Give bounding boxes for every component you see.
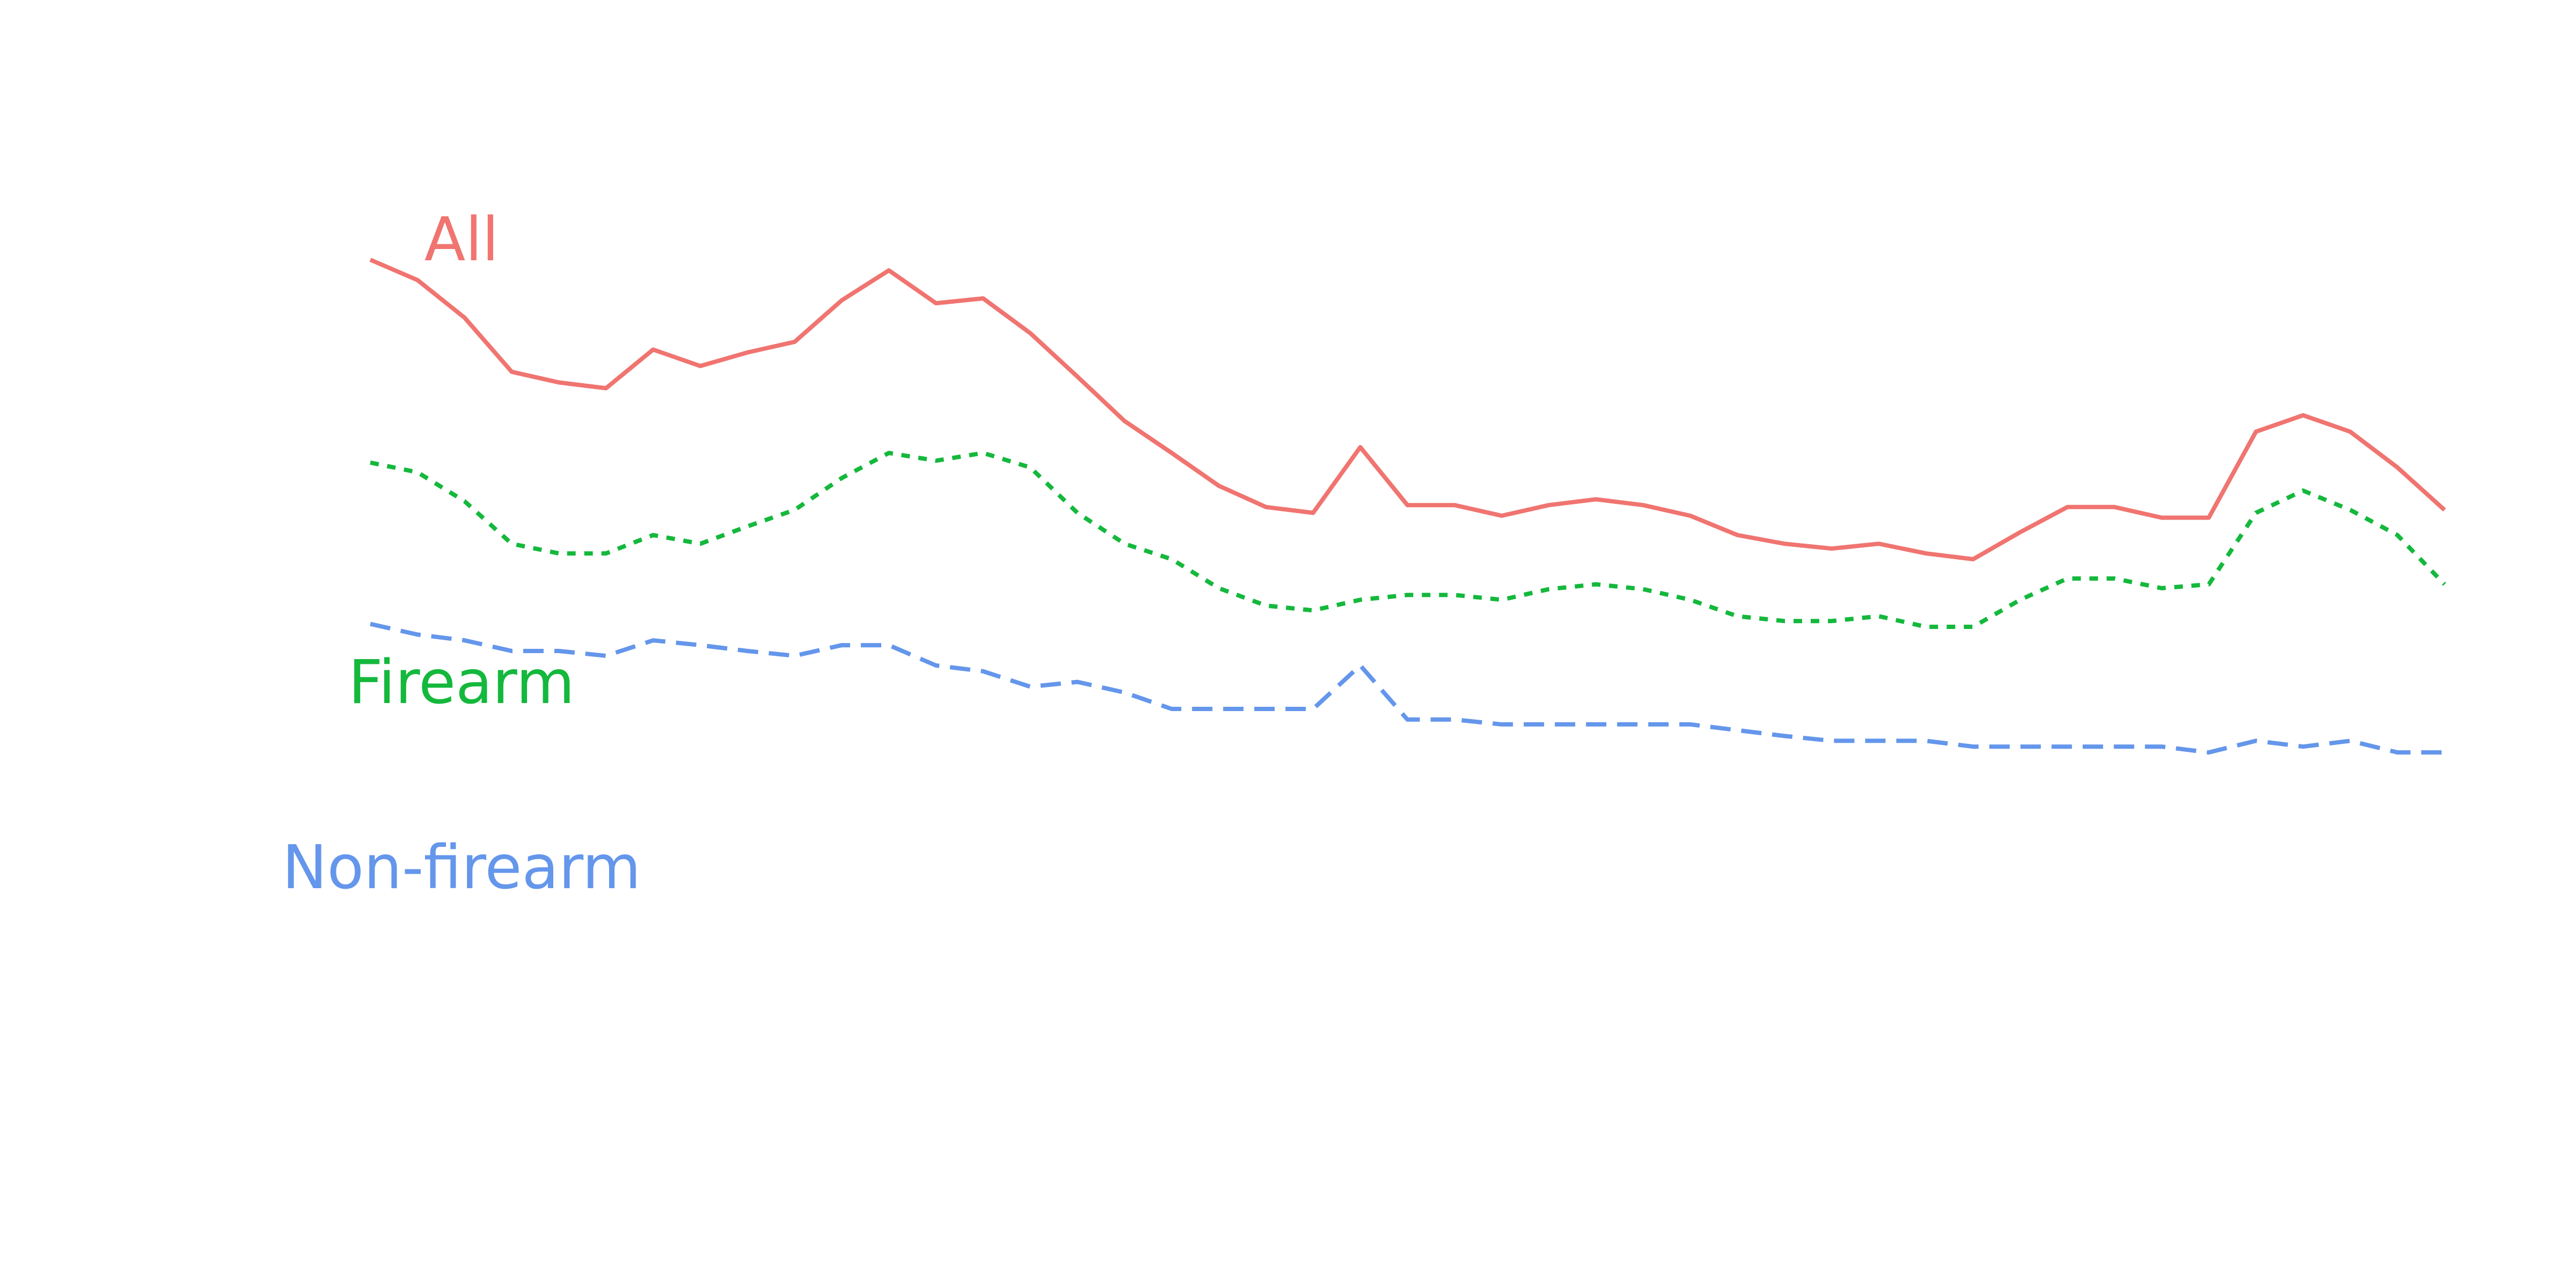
- series-line-firearm: [370, 451, 2446, 629]
- plot-area: [369, 258, 2446, 755]
- series-label-all: All: [425, 205, 499, 275]
- series-line-non-firearm: [370, 621, 2445, 755]
- series-label-non-firearm: Non-firearm: [282, 833, 641, 903]
- series-label-firearm: Firearm: [348, 648, 575, 718]
- series-line-all: [369, 258, 2446, 561]
